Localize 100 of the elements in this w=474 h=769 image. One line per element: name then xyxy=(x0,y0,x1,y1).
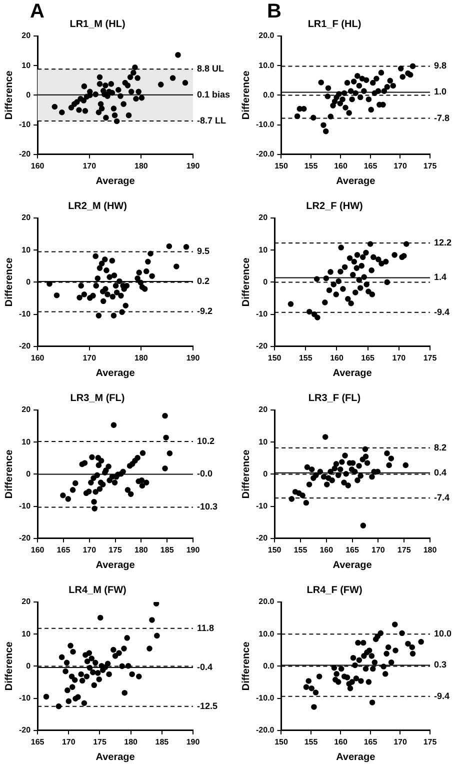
x-tick-label: 155 xyxy=(294,545,308,554)
y-axis-title: Difference xyxy=(240,641,252,691)
ref-line-label: -7.4 xyxy=(434,492,450,502)
y-axis-title: Difference xyxy=(4,641,15,691)
x-tick-label: 155 xyxy=(304,161,318,170)
y-tick-label: 20 xyxy=(258,213,268,222)
y-tick-label: 10 xyxy=(258,437,268,446)
ref-line-label: 10.0 xyxy=(434,628,452,639)
y-tick-label: -10 xyxy=(256,502,268,511)
ref-line-label: 0.3 xyxy=(434,660,447,670)
x-tick-label: 190 xyxy=(186,161,200,170)
y-tick-label: 20 xyxy=(22,31,32,40)
x-tick-label: 160 xyxy=(30,353,45,362)
x-tick-label: 175 xyxy=(423,737,438,746)
x-tick-label: 155 xyxy=(298,353,313,362)
y-axis-title: Difference xyxy=(4,70,15,120)
x-axis-title: Average xyxy=(96,176,136,187)
y-tick-label: 20 xyxy=(258,405,268,414)
x-tick-label: 165 xyxy=(346,545,360,554)
ref-line-label: -0.0 xyxy=(197,468,213,479)
x-tick-label: 180 xyxy=(423,545,438,554)
ref-line-label: 0.4 xyxy=(434,467,447,478)
x-tick-label: 150 xyxy=(274,737,288,746)
x-axis-title: Average xyxy=(96,560,136,571)
y-tick-label: -20 xyxy=(256,342,268,351)
y-tick-label: 10 xyxy=(22,60,32,70)
ref-line-label: 9.8 xyxy=(434,60,447,71)
x-tick-label: 155 xyxy=(304,737,318,746)
ref-line-label: -9.4 xyxy=(434,306,450,317)
ref-line-label: 1.0 xyxy=(434,86,447,97)
x-tick-label: 175 xyxy=(423,353,438,362)
y-tick-label: -20 xyxy=(19,534,32,543)
chart-title: LR1_M (HL) xyxy=(70,18,126,30)
x-tick-label: 175 xyxy=(423,161,438,170)
x-tick-label: 190 xyxy=(186,737,200,746)
ref-line-label: 9.5 xyxy=(197,246,210,256)
x-tick-label: 160 xyxy=(30,545,45,554)
x-axis-title: Average xyxy=(336,752,376,763)
y-tick-label: -10.0 xyxy=(256,120,275,130)
x-tick-label: 160 xyxy=(334,161,348,170)
ref-line-label: 8.8 UL xyxy=(197,64,225,74)
y-tick-label: -10 xyxy=(256,310,268,319)
ref-line-label: 8.2 xyxy=(434,442,447,452)
chart-title: LR2_M (HW) xyxy=(68,200,127,212)
y-tick-label: 0.0 xyxy=(263,661,275,670)
x-axis-title: Average xyxy=(336,176,376,187)
x-tick-label: 150 xyxy=(268,545,282,554)
y-axis-title: Difference xyxy=(240,70,252,120)
y-tick-label: 0 xyxy=(26,661,32,670)
text: B xyxy=(267,0,282,23)
y-tick-label: -10 xyxy=(19,310,32,319)
x-tick-label: 160 xyxy=(30,161,45,170)
y-tick-label: 10 xyxy=(22,245,32,254)
x-tick-label: 160 xyxy=(320,545,334,554)
x-tick-label: 175 xyxy=(397,545,412,554)
x-axis-title: Average xyxy=(96,752,136,763)
y-tick-label: 20 xyxy=(22,405,32,414)
ref-line-label: -8.7 LL xyxy=(197,115,227,126)
x-axis-title: Average xyxy=(332,560,372,571)
x-tick-label: 160 xyxy=(334,737,348,746)
y-tick-label: -10.0 xyxy=(256,694,275,703)
x-tick-label: 180 xyxy=(134,353,148,362)
x-tick-label: 150 xyxy=(274,161,288,170)
y-tick-label: 0 xyxy=(263,277,268,286)
chart-title: LR3_F (FL) xyxy=(308,392,361,404)
y-axis-title: Difference xyxy=(240,257,252,307)
x-tick-label: 185 xyxy=(160,545,174,554)
x-tick-label: 170 xyxy=(82,545,97,554)
text: A xyxy=(30,0,44,23)
y-tick-label: -20 xyxy=(19,150,32,159)
ref-line-label: -10.3 xyxy=(197,502,218,512)
y-tick-label: 10.0 xyxy=(258,629,275,638)
y-tick-label: 10 xyxy=(22,437,32,446)
y-tick-label: 0 xyxy=(26,90,32,100)
x-tick-label: 165 xyxy=(361,353,376,362)
x-tick-label: 185 xyxy=(155,737,170,746)
x-tick-label: 165 xyxy=(30,737,45,746)
y-tick-label: 0 xyxy=(26,277,32,286)
x-tick-label: 170 xyxy=(82,353,97,362)
x-tick-label: 175 xyxy=(93,737,107,746)
y-axis-title: Difference xyxy=(240,449,252,499)
x-tick-label: 180 xyxy=(134,161,148,170)
y-tick-label: -20 xyxy=(19,342,32,351)
chart-title: LR1_F (HL) xyxy=(308,18,362,30)
y-tick-label: -20.0 xyxy=(256,150,275,159)
chart-title: LR2_F (HW) xyxy=(306,200,363,212)
y-tick-label: -10 xyxy=(19,502,32,511)
x-tick-label: 170 xyxy=(392,353,406,362)
x-tick-label: 160 xyxy=(330,353,344,362)
y-axis-title: Difference xyxy=(4,449,15,499)
x-tick-label: 190 xyxy=(186,353,200,362)
chart-title: LR3_M (FL) xyxy=(70,392,125,404)
chart-title: LR4_M (FW) xyxy=(68,584,126,596)
y-tick-label: -10 xyxy=(19,120,32,130)
y-tick-label: -20 xyxy=(19,726,32,735)
y-tick-label: 20 xyxy=(22,597,32,606)
ref-line-label: -7.8 xyxy=(434,112,450,123)
x-tick-label: 170 xyxy=(82,161,97,170)
y-axis-title: Difference xyxy=(4,257,15,307)
y-tick-label: 10.0 xyxy=(258,60,275,70)
